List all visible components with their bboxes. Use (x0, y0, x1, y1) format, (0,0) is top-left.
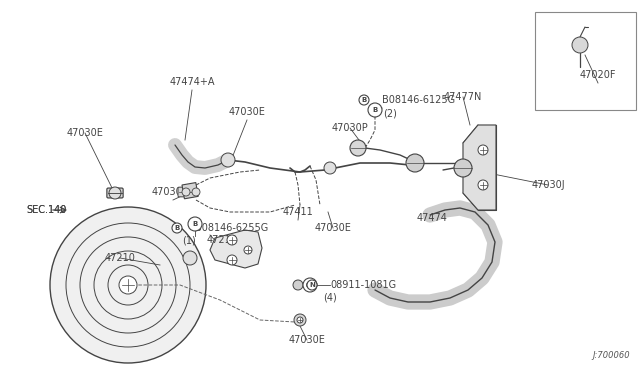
Circle shape (478, 145, 488, 155)
Text: 47212: 47212 (207, 235, 237, 245)
Text: 08911-1081G: 08911-1081G (330, 280, 396, 290)
Text: B: B (362, 97, 367, 103)
Text: N: N (307, 282, 313, 288)
Text: 47411: 47411 (283, 207, 314, 217)
FancyBboxPatch shape (107, 188, 123, 198)
Circle shape (293, 280, 303, 290)
Text: 47030EA: 47030EA (151, 187, 195, 197)
Text: J:700060: J:700060 (593, 351, 630, 360)
Text: B08146-6125G: B08146-6125G (382, 95, 455, 105)
Text: 47030E: 47030E (315, 223, 351, 233)
Text: N: N (309, 282, 315, 288)
Circle shape (303, 278, 317, 292)
Circle shape (294, 314, 306, 326)
Text: SEC.140: SEC.140 (27, 205, 67, 215)
Circle shape (307, 282, 314, 289)
Text: B: B (372, 107, 378, 113)
Text: SEC.140: SEC.140 (27, 205, 67, 215)
Text: 47477N: 47477N (444, 92, 482, 102)
Bar (535, 12, 636, 110)
Text: 47020F: 47020F (580, 70, 616, 80)
Circle shape (297, 317, 303, 323)
Circle shape (183, 251, 197, 265)
Circle shape (50, 207, 206, 363)
Bar (182, 183, 198, 199)
Circle shape (454, 159, 472, 177)
FancyBboxPatch shape (178, 187, 194, 197)
FancyBboxPatch shape (107, 188, 123, 198)
Circle shape (182, 188, 190, 196)
Circle shape (227, 235, 237, 245)
Text: 47210: 47210 (104, 253, 136, 263)
Circle shape (359, 95, 369, 105)
Circle shape (172, 223, 182, 233)
Text: B: B (193, 221, 198, 227)
Text: 47030E: 47030E (228, 107, 266, 117)
Circle shape (227, 255, 237, 265)
Circle shape (350, 140, 366, 156)
Text: 47474+A: 47474+A (169, 77, 215, 87)
Text: B08146-6255G: B08146-6255G (195, 223, 268, 233)
Circle shape (188, 217, 202, 231)
Circle shape (109, 187, 121, 199)
Text: B: B (174, 225, 180, 231)
Circle shape (572, 37, 588, 53)
Text: 47030P: 47030P (332, 123, 369, 133)
Circle shape (221, 153, 235, 167)
Text: 47030J: 47030J (531, 180, 565, 190)
Circle shape (324, 162, 336, 174)
Circle shape (307, 280, 317, 290)
Text: 47030E: 47030E (289, 335, 325, 345)
Circle shape (192, 188, 200, 196)
Circle shape (478, 180, 488, 190)
Text: 47030E: 47030E (67, 128, 104, 138)
Polygon shape (463, 125, 496, 210)
Polygon shape (210, 230, 262, 268)
Circle shape (244, 246, 252, 254)
Text: 47474: 47474 (417, 213, 447, 223)
Circle shape (119, 276, 137, 294)
Text: (4): (4) (323, 292, 337, 302)
Text: (2): (2) (383, 108, 397, 118)
Text: (1): (1) (182, 235, 196, 245)
Circle shape (368, 103, 382, 117)
Circle shape (406, 154, 424, 172)
